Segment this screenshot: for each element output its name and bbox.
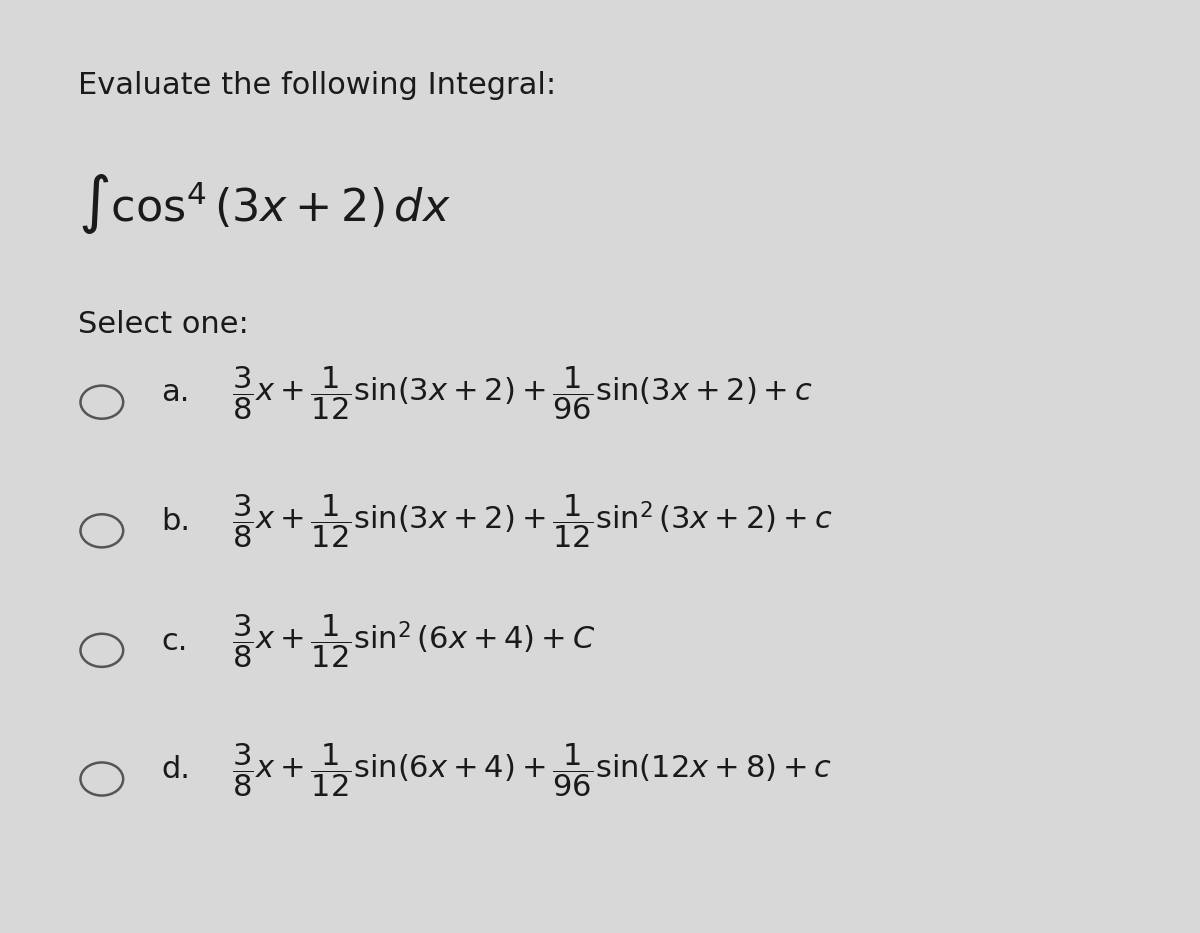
Text: c.: c.: [161, 627, 187, 656]
Text: Evaluate the following Integral:: Evaluate the following Integral:: [78, 71, 557, 100]
Text: b.: b.: [161, 508, 190, 536]
Text: d.: d.: [161, 756, 190, 785]
Text: a.: a.: [161, 379, 190, 408]
Text: Select one:: Select one:: [78, 311, 248, 340]
Text: $\dfrac{3}{8}x + \dfrac{1}{12}\sin(3x+2) + \dfrac{1}{12}\sin^2(3x+2) + c$: $\dfrac{3}{8}x + \dfrac{1}{12}\sin(3x+2)…: [233, 493, 833, 550]
Text: $\dfrac{3}{8}x + \dfrac{1}{12}\sin^2(6x+4) + C$: $\dfrac{3}{8}x + \dfrac{1}{12}\sin^2(6x+…: [233, 612, 595, 670]
Text: $\int \cos^4(3x+2)\,dx$: $\int \cos^4(3x+2)\,dx$: [78, 173, 451, 236]
Text: $\dfrac{3}{8}x + \dfrac{1}{12}\sin(3x+2) + \dfrac{1}{96}\sin(3x+2) + c$: $\dfrac{3}{8}x + \dfrac{1}{12}\sin(3x+2)…: [233, 364, 814, 422]
Text: $\dfrac{3}{8}x + \dfrac{1}{12}\sin(6x+4) + \dfrac{1}{96}\sin(12x+8) + c$: $\dfrac{3}{8}x + \dfrac{1}{12}\sin(6x+4)…: [233, 741, 833, 799]
